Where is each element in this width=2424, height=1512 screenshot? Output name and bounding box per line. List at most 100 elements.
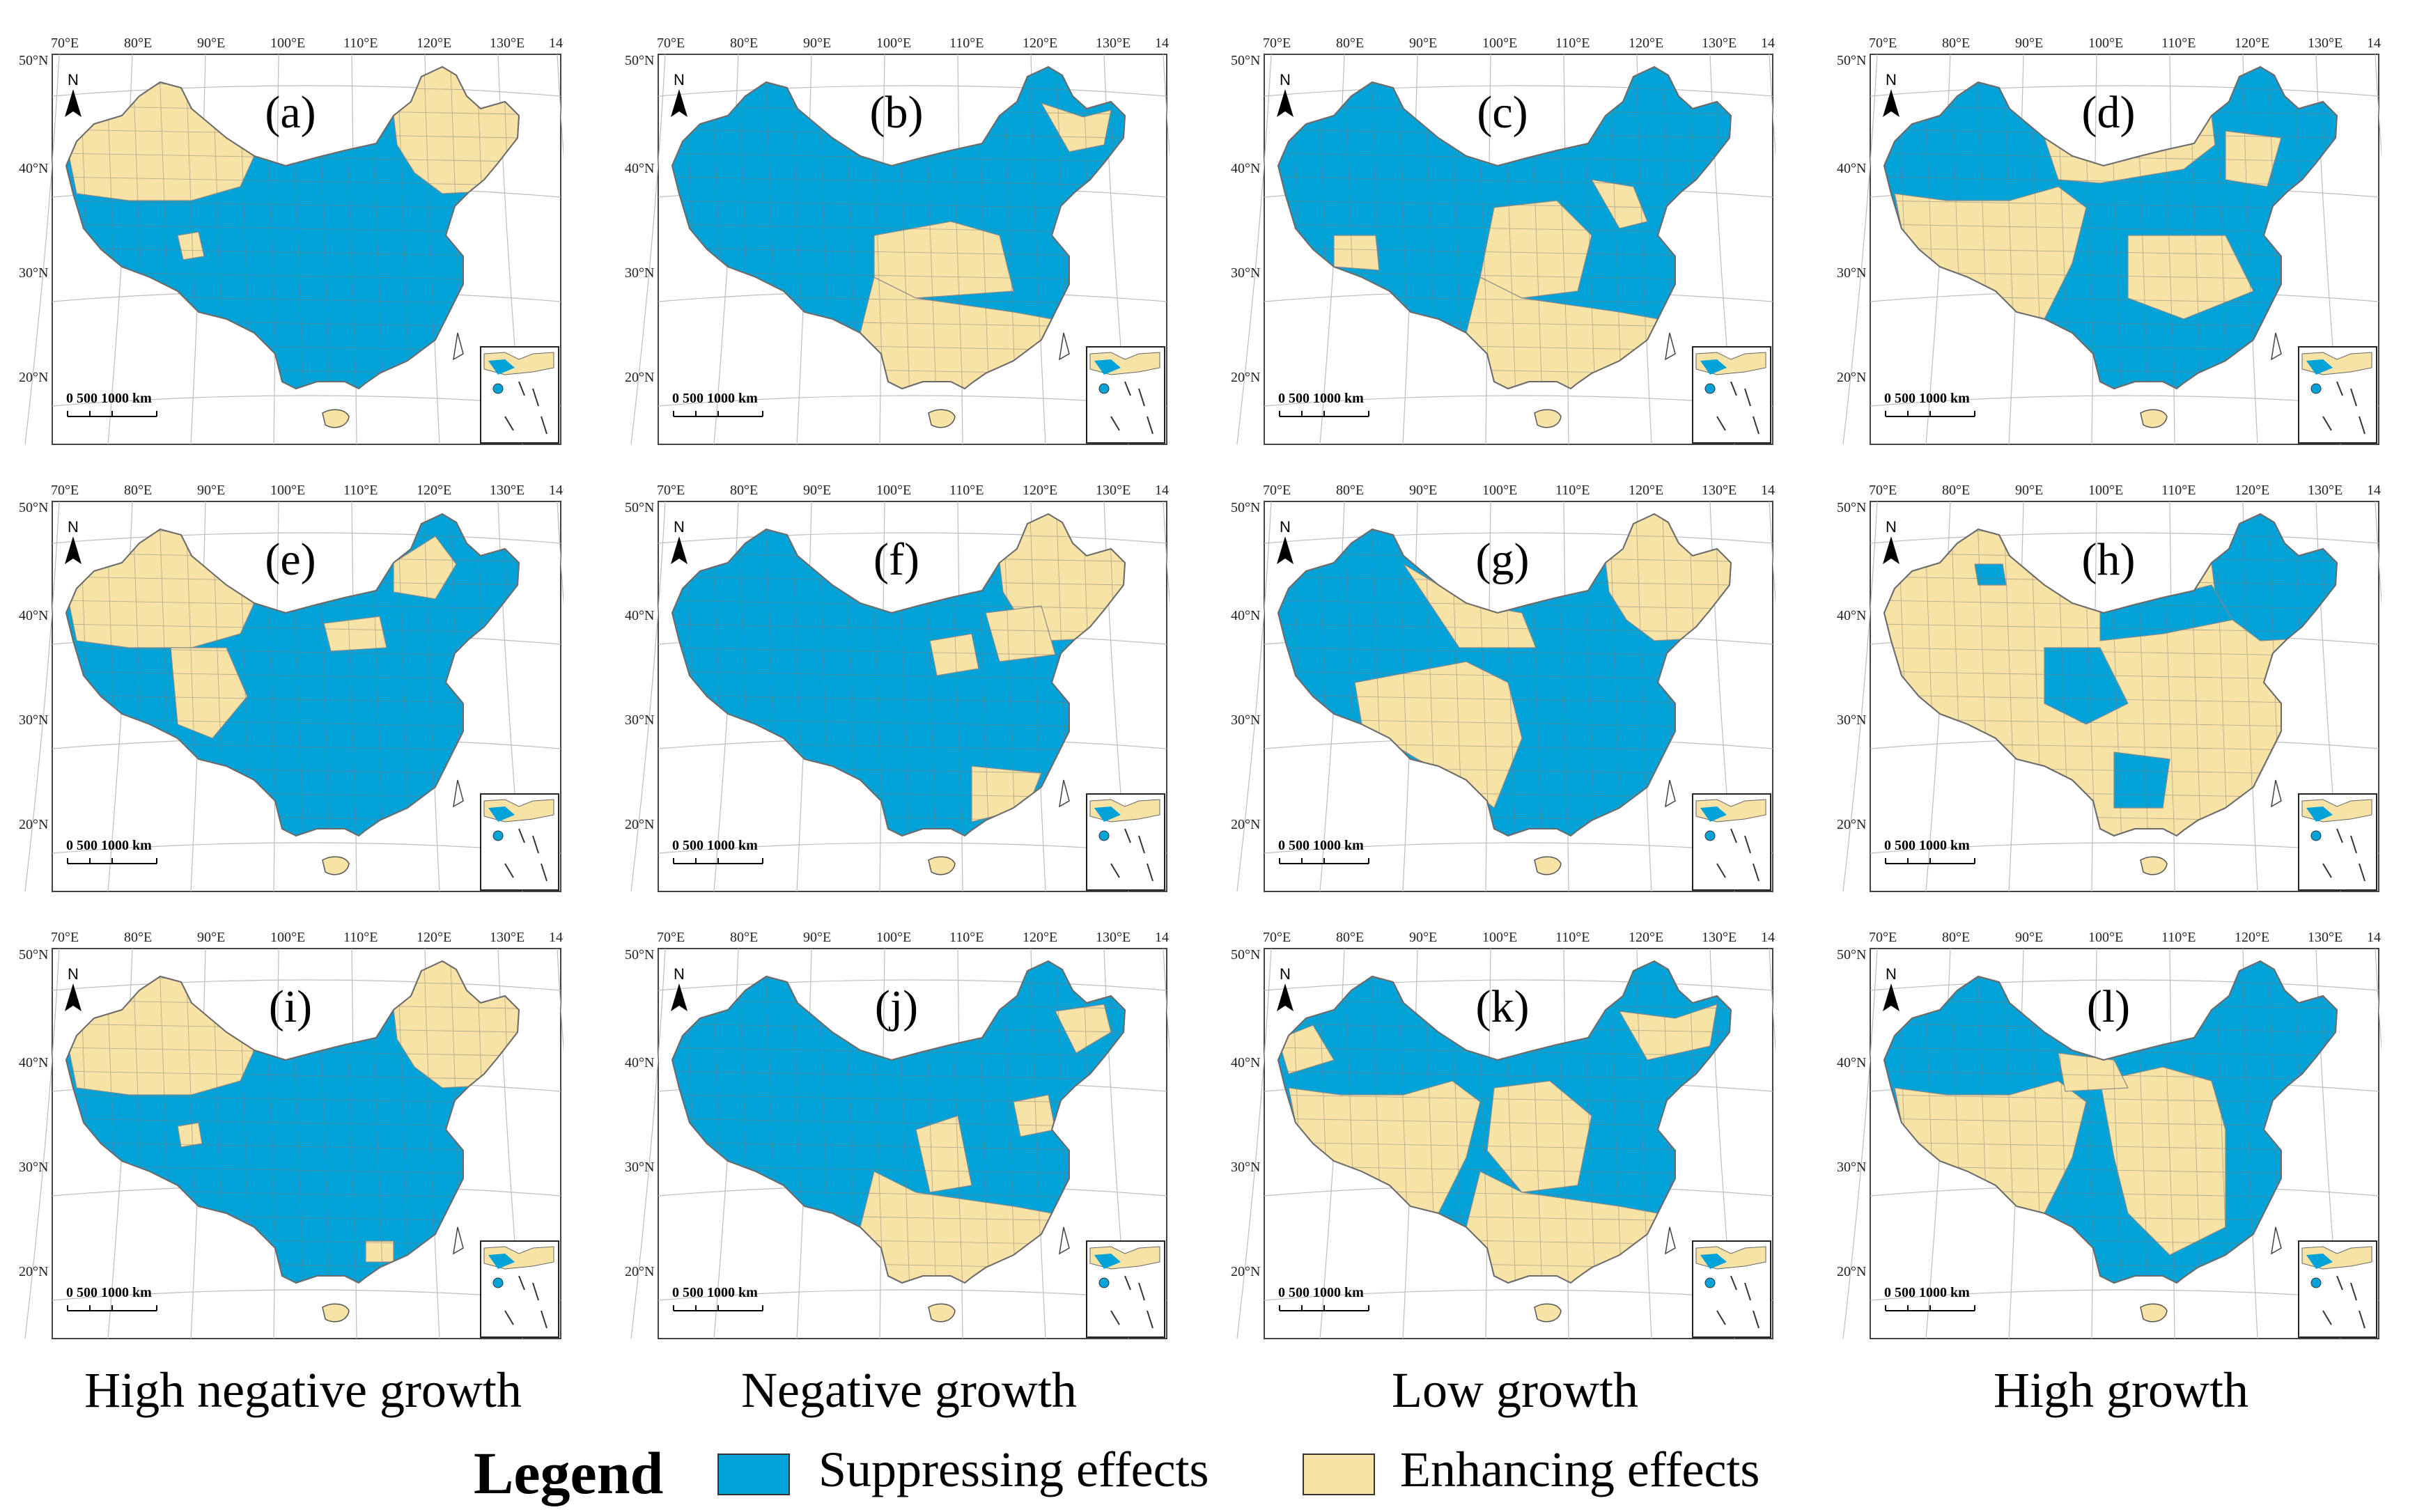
map-panel-g: 70°E 80°E 90°E 100°E 110°E 120°E 130°E 140°E 50°… [1229, 474, 1776, 896]
svg-text:0 500 1000 km: 0 500 1000 km [1884, 391, 1970, 406]
svg-text:N: N [674, 965, 685, 983]
svg-text:N: N [1886, 71, 1897, 88]
lon-tick-label: 80°E [1336, 36, 1364, 51]
lon-tick-label: 120°E [1023, 483, 1057, 498]
south-china-sea-inset [1692, 793, 1771, 891]
column-title-high-growth: High growth [1994, 1362, 2248, 1418]
lat-tick-label: 40°N [1837, 608, 1866, 623]
enhancing-region [177, 1122, 203, 1148]
china-map: 70°E 80°E 90°E 100°E 110°E 120°E 130°E 140°E 50°… [19, 930, 564, 1339]
svg-text:0 500 1000 km: 0 500 1000 km [1884, 1285, 1970, 1300]
lon-tick-label: 90°E [2015, 930, 2043, 945]
hainan-island [322, 1303, 350, 1323]
enhancing-region [915, 1115, 972, 1193]
lon-tick-label: 100°E [270, 36, 305, 51]
north-arrow-icon: N [671, 518, 687, 564]
lon-tick-label: 120°E [1629, 930, 1663, 945]
lon-tick-label: 130°E [490, 930, 525, 945]
lon-tick-label: 90°E [803, 36, 831, 51]
lon-tick-label: 80°E [730, 36, 758, 51]
lat-tick-label: 20°N [1837, 1264, 1866, 1279]
scale-bar: 0 500 1000 km [66, 1285, 157, 1311]
lon-tick-label: 90°E [197, 483, 225, 498]
lat-tick-label: 50°N [1231, 53, 1260, 68]
enhancing-region [873, 221, 1014, 299]
china-map: 70°E 80°E 90°E 100°E 110°E 120°E 130°E 140°E 50°… [1837, 930, 2382, 1339]
china-map: 70°E 80°E 90°E 100°E 110°E 120°E 130°E 140°E 50°… [1231, 930, 1776, 1339]
enhancing-region [1278, 1024, 1335, 1075]
lon-tick-label: 120°E [417, 930, 451, 945]
lon-tick-label: 130°E [2308, 930, 2343, 945]
svg-text:N: N [1280, 965, 1291, 983]
lon-tick-label: 90°E [197, 930, 225, 945]
lat-tick-label: 30°N [625, 1160, 654, 1175]
lon-tick-label: 120°E [1629, 483, 1663, 498]
china-map: 70°E 80°E 90°E 100°E 110°E 120°E 130°E 140°E 50°… [625, 36, 1170, 445]
lon-tick-label: 120°E [417, 483, 451, 498]
north-arrow-icon: N [1883, 71, 1899, 117]
lon-tick-label: 140°E [2367, 483, 2382, 498]
lat-tick-label: 40°N [625, 608, 654, 623]
lon-tick-label: 80°E [730, 483, 758, 498]
lat-tick-label: 30°N [19, 265, 48, 281]
lon-tick-label: 90°E [1409, 483, 1437, 498]
lon-tick-label: 80°E [1336, 483, 1364, 498]
lon-tick-label: 90°E [2015, 36, 2043, 51]
lon-tick-label: 80°E [124, 36, 152, 51]
hainan-island [2140, 409, 2168, 428]
scale-bar: 0 500 1000 km [1884, 391, 1975, 417]
column-title-high-negative-growth: High negative growth [84, 1362, 522, 1418]
china-map: 70°E 80°E 90°E 100°E 110°E 120°E 130°E 140°E 50°… [625, 483, 1170, 892]
suppressing-region [2044, 647, 2129, 725]
suppressing-label: Suppressing effects [818, 1442, 1209, 1497]
svg-text:N: N [68, 965, 79, 983]
lon-tick-label: 110°E [343, 36, 378, 51]
lon-tick-label: 100°E [876, 36, 911, 51]
lat-tick-label: 50°N [19, 500, 48, 515]
north-arrow-icon: N [65, 71, 81, 117]
south-china-sea-inset [2298, 1240, 2377, 1338]
enhancing-region [1590, 179, 1648, 229]
scale-bar: 0 500 1000 km [1278, 838, 1369, 864]
lon-tick-label: 120°E [1023, 36, 1057, 51]
lon-tick-label: 100°E [2088, 483, 2123, 498]
south-china-sea-inset [480, 793, 559, 891]
lat-tick-label: 50°N [19, 53, 48, 68]
north-arrow-icon: N [1277, 518, 1293, 564]
lon-tick-label: 70°E [1263, 930, 1291, 945]
legend-title: Legend [474, 1440, 664, 1506]
china-map: 70°E 80°E 90°E 100°E 110°E 120°E 130°E 140°E 50°… [19, 483, 564, 892]
north-arrow-icon: N [65, 965, 81, 1011]
svg-text:0 500 1000 km: 0 500 1000 km [672, 1285, 758, 1300]
lat-tick-label: 40°N [1837, 161, 1866, 176]
lon-tick-label: 90°E [2015, 483, 2043, 498]
lon-tick-label: 120°E [2235, 930, 2269, 945]
china-map: 70°E 80°E 90°E 100°E 110°E 120°E 130°E 140°E 50°… [19, 36, 564, 445]
svg-text:N: N [1886, 965, 1897, 983]
svg-text:0 500 1000 km: 0 500 1000 km [66, 1285, 152, 1300]
svg-text:N: N [1280, 71, 1291, 88]
lon-tick-label: 120°E [1629, 36, 1663, 51]
enhancing-region [1333, 235, 1380, 271]
hainan-island [322, 409, 350, 428]
lat-tick-label: 30°N [19, 1160, 48, 1175]
svg-text:0 500 1000 km: 0 500 1000 km [672, 838, 758, 853]
lon-tick-label: 100°E [876, 930, 911, 945]
lat-tick-label: 50°N [1231, 500, 1260, 515]
svg-text:N: N [1280, 518, 1291, 536]
china-map: 70°E 80°E 90°E 100°E 110°E 120°E 130°E 140°E 50°… [1231, 483, 1776, 892]
hainan-island [1534, 409, 1562, 428]
lon-tick-label: 90°E [803, 483, 831, 498]
suppressing-region [2113, 751, 2170, 809]
lat-tick-label: 20°N [625, 370, 654, 385]
hainan-island [2140, 1303, 2168, 1323]
lat-tick-label: 20°N [1231, 370, 1260, 385]
lon-tick-label: 80°E [1942, 36, 1970, 51]
map-panel-j: 70°E 80°E 90°E 100°E 110°E 120°E 130°E 140°E 50°… [623, 921, 1170, 1343]
lon-tick-label: 110°E [1555, 36, 1590, 51]
china-map: 70°E 80°E 90°E 100°E 110°E 120°E 130°E 140°E 50°… [625, 930, 1170, 1339]
scale-bar: 0 500 1000 km [1884, 838, 1975, 864]
hainan-island [928, 1303, 956, 1323]
lat-tick-label: 20°N [1231, 1264, 1260, 1279]
lon-tick-label: 100°E [1482, 930, 1517, 945]
